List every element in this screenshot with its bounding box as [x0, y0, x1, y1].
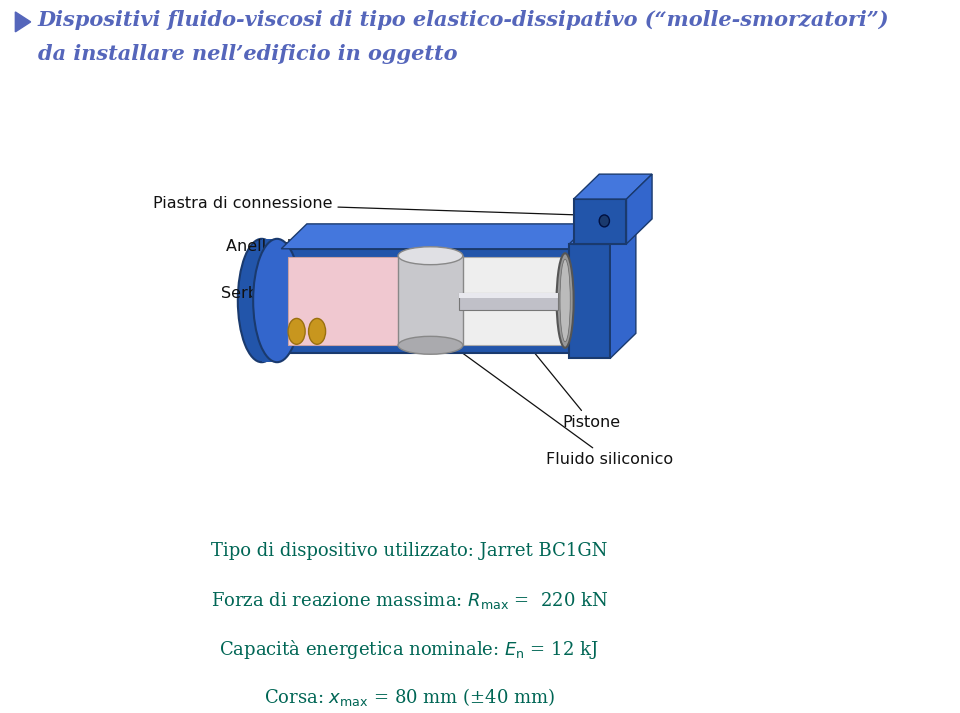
Bar — [288, 257, 459, 345]
Polygon shape — [569, 219, 636, 244]
Polygon shape — [571, 224, 597, 353]
Text: Anello di tenuta: Anello di tenuta — [227, 240, 569, 287]
Text: Serbatoio: Serbatoio — [221, 286, 394, 303]
Ellipse shape — [398, 337, 463, 354]
Text: Tipo di dispositivo utilizzato: Jarret BC1GN: Tipo di dispositivo utilizzato: Jarret B… — [211, 543, 608, 560]
Text: Forza di reazione massima: $R_{\mathrm{max}}$ =  220 kN: Forza di reazione massima: $R_{\mathrm{m… — [210, 590, 608, 611]
Bar — [262, 239, 277, 362]
Polygon shape — [627, 174, 652, 244]
Bar — [459, 292, 559, 310]
Text: Pistone: Pistone — [495, 304, 621, 431]
Text: Fluido siliconico: Fluido siliconico — [428, 328, 673, 467]
Text: Capacità energetica nominale: $E_{\mathrm{n}}$ = 12 kJ: Capacità energetica nominale: $E_{\mathr… — [219, 638, 599, 661]
Text: da installare nell’edificio in oggetto: da installare nell’edificio in oggetto — [37, 43, 457, 63]
Text: Piastra di connessione: Piastra di connessione — [153, 197, 636, 220]
Ellipse shape — [557, 253, 574, 348]
Polygon shape — [281, 224, 597, 249]
Polygon shape — [15, 12, 31, 32]
Polygon shape — [611, 219, 636, 358]
Text: Corsa: $x_{\mathrm{max}}$ = 80 mm (±40 mm): Corsa: $x_{\mathrm{max}}$ = 80 mm (±40 m… — [264, 686, 555, 707]
Text: Dispositivi fluido-viscosi di tipo elastico-dissipativo (“molle-smorzatori”): Dispositivi fluido-viscosi di tipo elast… — [37, 10, 889, 30]
Ellipse shape — [253, 239, 300, 362]
Ellipse shape — [308, 319, 325, 344]
Ellipse shape — [398, 247, 463, 265]
Ellipse shape — [599, 215, 610, 227]
Bar — [459, 292, 559, 297]
Ellipse shape — [560, 260, 570, 342]
Bar — [574, 199, 627, 244]
Bar — [281, 249, 571, 353]
Bar — [398, 256, 463, 345]
Ellipse shape — [238, 239, 285, 362]
Bar — [569, 244, 611, 358]
Bar — [288, 257, 564, 345]
Ellipse shape — [288, 319, 305, 344]
Polygon shape — [574, 174, 652, 199]
